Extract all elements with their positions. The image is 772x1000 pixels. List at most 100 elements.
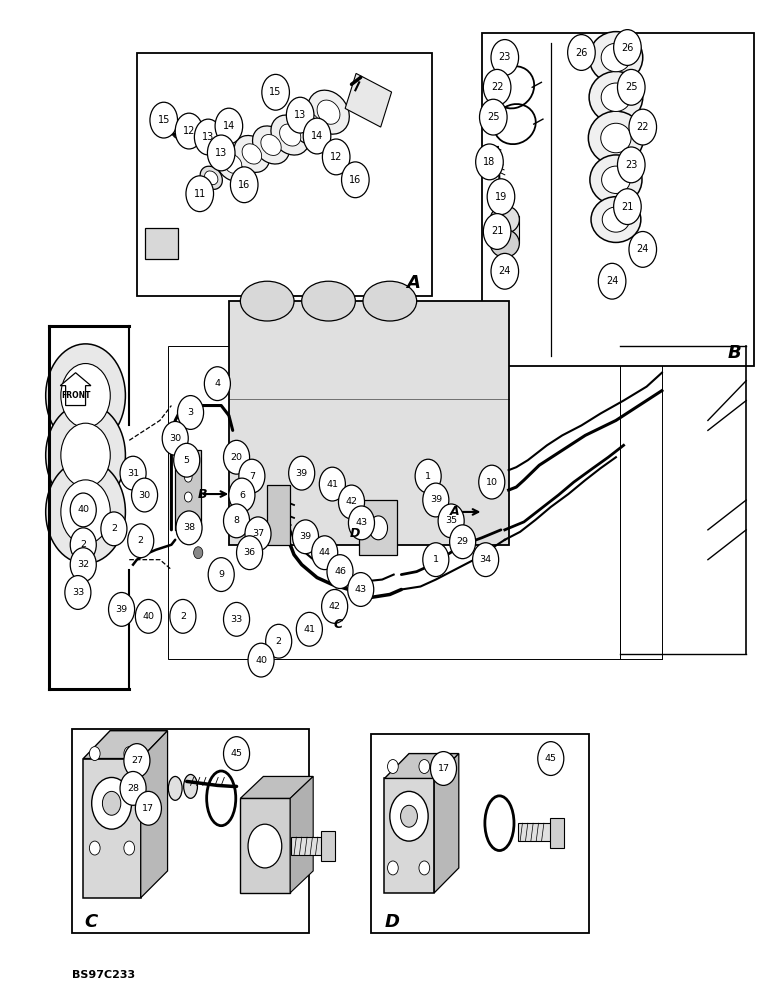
Circle shape xyxy=(177,527,186,539)
Circle shape xyxy=(479,465,505,499)
Text: 1: 1 xyxy=(433,555,438,564)
Text: 1: 1 xyxy=(425,472,431,481)
Circle shape xyxy=(245,517,271,551)
Ellipse shape xyxy=(205,171,218,185)
Ellipse shape xyxy=(298,113,320,136)
Text: 42: 42 xyxy=(346,497,357,506)
Circle shape xyxy=(124,744,150,777)
Ellipse shape xyxy=(308,90,349,134)
Text: 23: 23 xyxy=(625,160,638,170)
Text: 10: 10 xyxy=(486,478,498,487)
Ellipse shape xyxy=(207,771,235,826)
Ellipse shape xyxy=(363,281,417,321)
Circle shape xyxy=(135,599,161,633)
Bar xyxy=(137,52,432,296)
Circle shape xyxy=(120,771,146,805)
Ellipse shape xyxy=(302,281,355,321)
Bar xyxy=(321,831,334,861)
Text: 16: 16 xyxy=(349,175,361,185)
Ellipse shape xyxy=(224,154,242,173)
Polygon shape xyxy=(435,754,459,893)
Ellipse shape xyxy=(589,71,643,123)
Circle shape xyxy=(369,516,388,540)
Ellipse shape xyxy=(290,103,330,145)
Ellipse shape xyxy=(601,83,631,111)
Ellipse shape xyxy=(240,281,294,321)
Text: 32: 32 xyxy=(77,560,90,569)
Circle shape xyxy=(423,543,449,577)
Text: 12: 12 xyxy=(330,152,342,162)
Circle shape xyxy=(186,176,214,212)
Circle shape xyxy=(46,344,125,447)
Text: 17: 17 xyxy=(438,764,449,773)
Text: 33: 33 xyxy=(230,615,242,624)
Text: 3: 3 xyxy=(188,408,194,417)
Text: 15: 15 xyxy=(269,87,282,97)
Text: 2: 2 xyxy=(111,524,117,533)
Text: 27: 27 xyxy=(131,756,143,765)
Ellipse shape xyxy=(317,100,340,124)
Circle shape xyxy=(127,524,154,558)
Circle shape xyxy=(289,456,315,490)
Ellipse shape xyxy=(490,230,520,257)
Text: 7: 7 xyxy=(249,472,255,481)
Text: 34: 34 xyxy=(479,555,492,564)
Bar xyxy=(490,216,520,243)
Circle shape xyxy=(491,253,519,289)
Ellipse shape xyxy=(490,206,520,233)
Circle shape xyxy=(194,547,203,559)
Text: 22: 22 xyxy=(491,82,503,92)
Text: 13: 13 xyxy=(215,148,227,158)
Circle shape xyxy=(323,139,350,175)
Circle shape xyxy=(185,472,192,482)
Text: 2: 2 xyxy=(137,536,144,545)
Text: 30: 30 xyxy=(138,491,151,500)
Bar xyxy=(482,33,754,366)
Text: 40: 40 xyxy=(142,612,154,621)
Circle shape xyxy=(176,511,202,545)
Ellipse shape xyxy=(590,155,642,205)
Circle shape xyxy=(178,396,204,429)
Text: 33: 33 xyxy=(72,588,84,597)
Text: 9: 9 xyxy=(218,570,224,579)
Circle shape xyxy=(629,109,656,145)
Circle shape xyxy=(205,367,230,401)
Circle shape xyxy=(449,525,476,559)
Text: 6: 6 xyxy=(239,491,245,500)
Polygon shape xyxy=(141,731,168,898)
Circle shape xyxy=(388,861,398,875)
Text: 40: 40 xyxy=(77,505,90,514)
Circle shape xyxy=(185,492,192,502)
Bar xyxy=(267,485,290,545)
Text: 20: 20 xyxy=(231,453,242,462)
Ellipse shape xyxy=(589,32,643,83)
Text: 21: 21 xyxy=(491,227,503,236)
Text: 45: 45 xyxy=(545,754,557,763)
Text: 39: 39 xyxy=(430,495,442,504)
Circle shape xyxy=(476,144,503,180)
Circle shape xyxy=(248,824,282,868)
Circle shape xyxy=(61,480,110,544)
Circle shape xyxy=(61,423,110,487)
Text: 21: 21 xyxy=(621,202,634,212)
Circle shape xyxy=(303,118,331,154)
Text: 5: 5 xyxy=(184,456,190,465)
Text: 18: 18 xyxy=(483,157,496,167)
Text: 28: 28 xyxy=(127,784,139,793)
Bar xyxy=(359,500,398,555)
Bar xyxy=(168,346,620,659)
Text: 15: 15 xyxy=(157,115,170,125)
Circle shape xyxy=(327,555,353,589)
Circle shape xyxy=(614,189,642,225)
Circle shape xyxy=(124,841,134,855)
Text: FRONT: FRONT xyxy=(61,391,90,400)
Circle shape xyxy=(491,40,519,75)
Text: 44: 44 xyxy=(319,548,330,557)
Ellipse shape xyxy=(184,774,198,798)
Text: 46: 46 xyxy=(334,567,346,576)
Circle shape xyxy=(195,119,222,155)
Circle shape xyxy=(614,30,642,65)
Circle shape xyxy=(388,760,398,773)
Text: BS97C233: BS97C233 xyxy=(72,970,135,980)
Text: 13: 13 xyxy=(202,132,215,142)
